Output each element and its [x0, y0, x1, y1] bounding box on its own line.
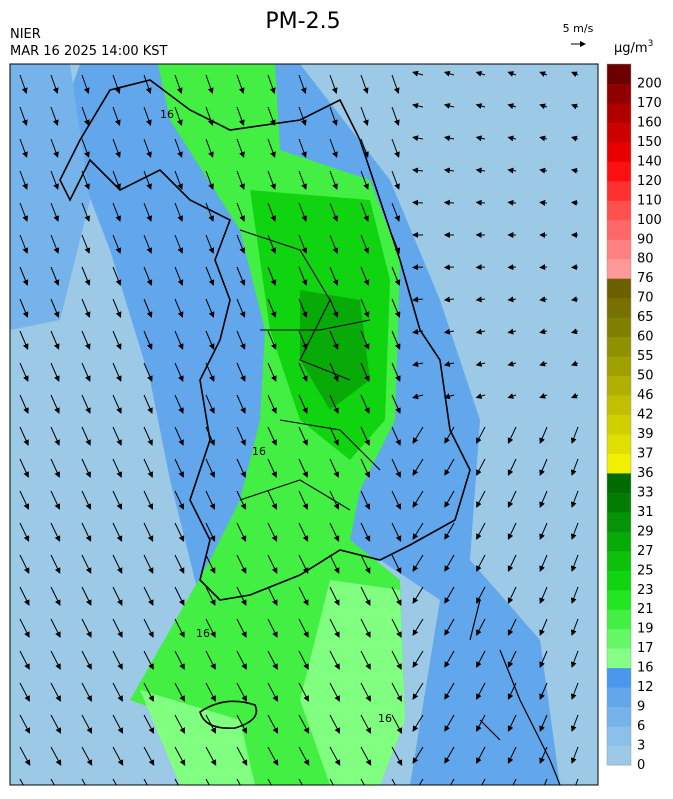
colorbar-label: 140: [637, 154, 662, 169]
colorbar-label: 19: [637, 622, 654, 637]
colorbar-label: 36: [637, 466, 654, 481]
agency: NIER: [10, 27, 41, 42]
colorbar-swatch: [607, 726, 631, 746]
colorbar-label: 31: [637, 505, 654, 520]
colorbar-swatch: [607, 337, 631, 357]
colorbar-label: 17: [637, 641, 654, 656]
colorbar-label: 60: [637, 330, 654, 345]
colorbar-swatch: [607, 239, 631, 259]
colorbar: 0369121617192123252729313336373942465055…: [607, 64, 662, 773]
colorbar-swatch: [607, 415, 631, 435]
colorbar-swatch: [607, 590, 631, 610]
colorbar-label: 6: [637, 719, 645, 734]
colorbar-label: 90: [637, 232, 654, 247]
colorbar-label: 25: [637, 563, 654, 578]
wind-arrow: [540, 202, 547, 203]
colorbar-swatch: [607, 687, 631, 707]
colorbar-swatch: [607, 473, 631, 493]
colorbar-swatch: [607, 220, 631, 240]
colorbar-label: 50: [637, 369, 654, 384]
colorbar-swatch: [607, 492, 631, 512]
colorbar-swatch: [607, 317, 631, 337]
colorbar-label: 200: [637, 76, 662, 91]
colorbar-label: 70: [637, 291, 654, 306]
colorbar-label: 9: [637, 700, 645, 715]
colorbar-label: 16: [637, 661, 654, 676]
colorbar-label: 65: [637, 310, 654, 325]
colorbar-label: 0: [637, 758, 645, 773]
wind-arrow: [572, 202, 578, 203]
colorbar-swatch: [607, 103, 631, 123]
colorbar-swatch: [607, 298, 631, 318]
colorbar-label: 3: [637, 739, 645, 754]
colorbar-label: 33: [637, 485, 654, 500]
colorbar-swatch: [607, 376, 631, 396]
colorbar-swatch: [607, 200, 631, 220]
unit-base: μg/m: [614, 41, 648, 56]
colorbar-label: 27: [637, 544, 654, 559]
map: 16 16 16 16: [10, 64, 598, 795]
colorbar-label: 42: [637, 408, 654, 423]
colorbar-swatch: [607, 512, 631, 532]
unit: μg/m3: [614, 39, 653, 56]
title: PM-2.5: [265, 9, 340, 34]
colorbar-swatch: [607, 531, 631, 551]
colorbar-label: 12: [637, 680, 654, 695]
wind-scale-label: 5 m/s: [563, 22, 594, 35]
colorbar-swatch: [607, 551, 631, 571]
colorbar-label: 110: [637, 193, 662, 208]
wind-arrow: [508, 202, 516, 203]
wind-arrow: [413, 202, 423, 203]
colorbar-label: 150: [637, 135, 662, 150]
colorbar-label: 120: [637, 174, 662, 189]
colorbar-label: 100: [637, 213, 662, 228]
colorbar-swatch: [607, 64, 631, 84]
colorbar-label: 55: [637, 349, 654, 364]
colorbar-label: 46: [637, 388, 654, 403]
colorbar-label: 21: [637, 602, 654, 617]
colorbar-swatch: [607, 609, 631, 629]
colorbar-swatch: [607, 746, 631, 766]
wind-arrow: [445, 202, 454, 203]
colorbar-label: 80: [637, 252, 654, 267]
colorbar-swatch: [607, 707, 631, 727]
colorbar-swatch: [607, 83, 631, 103]
colorbar-swatch: [607, 259, 631, 279]
colorbar-swatch: [607, 356, 631, 376]
colorbar-label: 170: [637, 96, 662, 111]
colorbar-label: 23: [637, 583, 654, 598]
colorbar-swatch: [607, 434, 631, 454]
colorbar-label: 29: [637, 524, 654, 539]
unit-exponent: 3: [648, 39, 654, 49]
contour-label: 16: [160, 108, 174, 121]
colorbar-swatch: [607, 278, 631, 298]
wind-arrow: [477, 202, 485, 203]
colorbar-swatch: [607, 453, 631, 473]
colorbar-swatch: [607, 648, 631, 668]
colorbar-label: 39: [637, 427, 654, 442]
timestamp: MAR 16 2025 14:00 KST: [10, 44, 168, 59]
contour-label: 16: [378, 712, 392, 725]
colorbar-label: 160: [637, 115, 662, 130]
colorbar-swatch: [607, 181, 631, 201]
colorbar-swatch: [607, 161, 631, 181]
colorbar-swatch: [607, 570, 631, 590]
colorbar-swatch: [607, 395, 631, 415]
colorbar-swatch: [607, 668, 631, 688]
colorbar-label: 37: [637, 446, 654, 461]
colorbar-label: 76: [637, 271, 654, 286]
colorbar-swatch: [607, 122, 631, 142]
contour-label: 16: [196, 627, 210, 640]
contour-label: 16: [252, 445, 266, 458]
colorbar-swatch: [607, 629, 631, 649]
colorbar-swatch: [607, 142, 631, 162]
